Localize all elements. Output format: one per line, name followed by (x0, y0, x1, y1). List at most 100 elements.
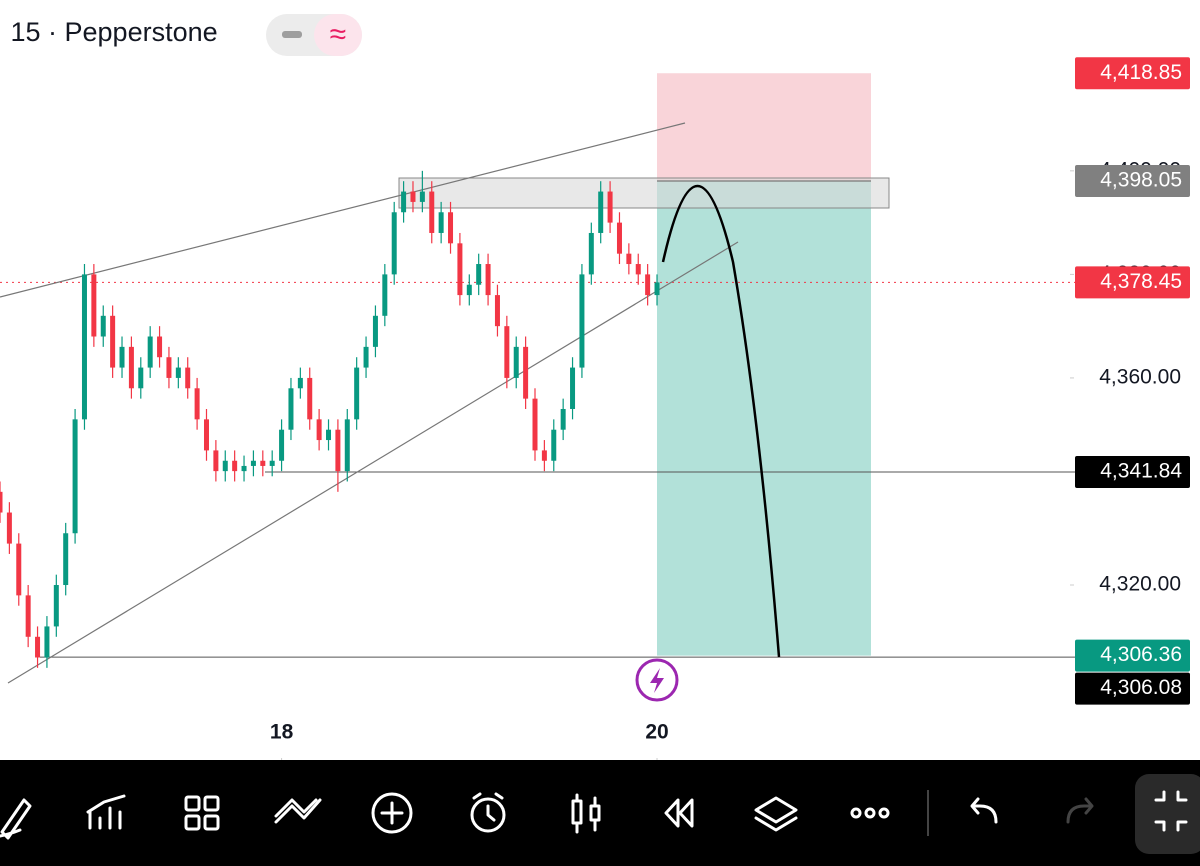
approx-icon: ≈ (330, 18, 346, 51)
candle-tool[interactable] (571, 793, 601, 834)
candle-body (222, 460, 228, 472)
price-label-box (1075, 672, 1190, 705)
candle-body (616, 222, 622, 254)
candle-body (269, 460, 275, 466)
alert-tool[interactable] (470, 792, 506, 833)
y-tick-label: 4,360.00 (1099, 365, 1181, 388)
candle-body (645, 274, 651, 296)
price-label: 4,418.85 (1100, 61, 1182, 84)
candle-body (485, 264, 491, 296)
candle-body (438, 212, 444, 233)
candle-body (213, 450, 219, 472)
layout-tool[interactable] (184, 795, 220, 831)
candle-body (138, 367, 144, 389)
candle-body (326, 429, 332, 441)
resistance-zone (398, 177, 890, 209)
candle-body (551, 429, 557, 461)
candle-body (607, 191, 613, 223)
candle-body (110, 315, 116, 368)
candle-body (128, 346, 134, 389)
price-label-box (1075, 57, 1190, 90)
price-label: 4,378.45 (1100, 270, 1182, 293)
candle-body (100, 315, 106, 337)
undo-button[interactable] (970, 797, 998, 824)
candle-body (166, 357, 172, 378)
event-icon (650, 668, 664, 693)
candle-body (6, 512, 12, 544)
candle-body (391, 212, 397, 275)
candle-body (476, 264, 482, 285)
candle-body (570, 367, 576, 409)
candle-body (35, 636, 41, 658)
candle-body (232, 460, 238, 472)
price-label-box (1075, 455, 1190, 488)
candle-body (260, 460, 266, 466)
candle-body (72, 419, 78, 534)
price-label: 4,341.84 (1100, 459, 1182, 482)
toolbar (0, 760, 1200, 866)
replay-tool[interactable] (664, 798, 694, 828)
redo-button[interactable] (1066, 797, 1094, 824)
candle-body (44, 626, 50, 658)
more-tool[interactable] (850, 807, 890, 819)
candle-body (185, 367, 191, 389)
pink-pill (314, 14, 362, 56)
symbol-title: · 15 · Pepperstone (0, 17, 218, 47)
layers-tool[interactable] (754, 796, 798, 832)
candle-body (53, 585, 59, 627)
candle-body (626, 253, 632, 265)
target-zone (657, 180, 871, 656)
fullscreen-button[interactable] (1135, 774, 1200, 854)
upper-trendline (0, 122, 686, 298)
price-label-box (1075, 639, 1190, 672)
candle-body (288, 388, 294, 430)
candle-body (504, 326, 510, 378)
candle-body (241, 465, 247, 472)
candle-body (410, 191, 416, 202)
price-label: 4,306.08 (1100, 676, 1182, 699)
candle-body (382, 274, 388, 316)
price-label: 4,398.05 (1100, 168, 1182, 191)
candle-body (363, 346, 369, 368)
price-label: 4,306.36 (1100, 643, 1182, 666)
candle-body (654, 282, 660, 296)
candle-body (16, 543, 22, 596)
stop-zone (657, 73, 871, 181)
lower-trendline (7, 241, 739, 684)
candle-body (588, 232, 594, 275)
candle-body (0, 491, 3, 513)
candle-body (560, 408, 566, 430)
candle-body (250, 460, 256, 466)
candle-body (532, 398, 538, 451)
candle-body (335, 429, 341, 472)
y-tick-label: 4,320.00 (1099, 573, 1181, 596)
candle-body (457, 243, 463, 296)
candle-body (466, 284, 472, 296)
plot-area: 4,400.004,380.004,360.004,320.0018204,41… (0, 57, 1190, 760)
candle-body (523, 346, 529, 399)
trend-tool[interactable] (274, 798, 322, 824)
candle-body (579, 274, 585, 368)
candle-body (63, 533, 69, 586)
candle-body (448, 212, 454, 244)
candle-body (419, 191, 425, 202)
add-tool[interactable] (371, 792, 413, 834)
candle-body (316, 419, 322, 441)
price-label-box (1075, 164, 1190, 197)
price-label-box (1075, 266, 1190, 299)
candle-body (157, 336, 163, 358)
candle-body (194, 388, 200, 420)
candle-body (372, 315, 378, 347)
indicators-tool[interactable] (86, 794, 126, 830)
projection-curve (661, 184, 781, 658)
fullscreen-icon (1154, 790, 1188, 832)
candle-body (354, 367, 360, 420)
pen-tool[interactable] (0, 798, 32, 840)
candle-body (513, 346, 519, 378)
candle-body (401, 191, 407, 213)
candle-body (25, 595, 31, 637)
candle-body (119, 346, 125, 368)
candle-body (91, 274, 97, 337)
candle-body (307, 377, 313, 420)
